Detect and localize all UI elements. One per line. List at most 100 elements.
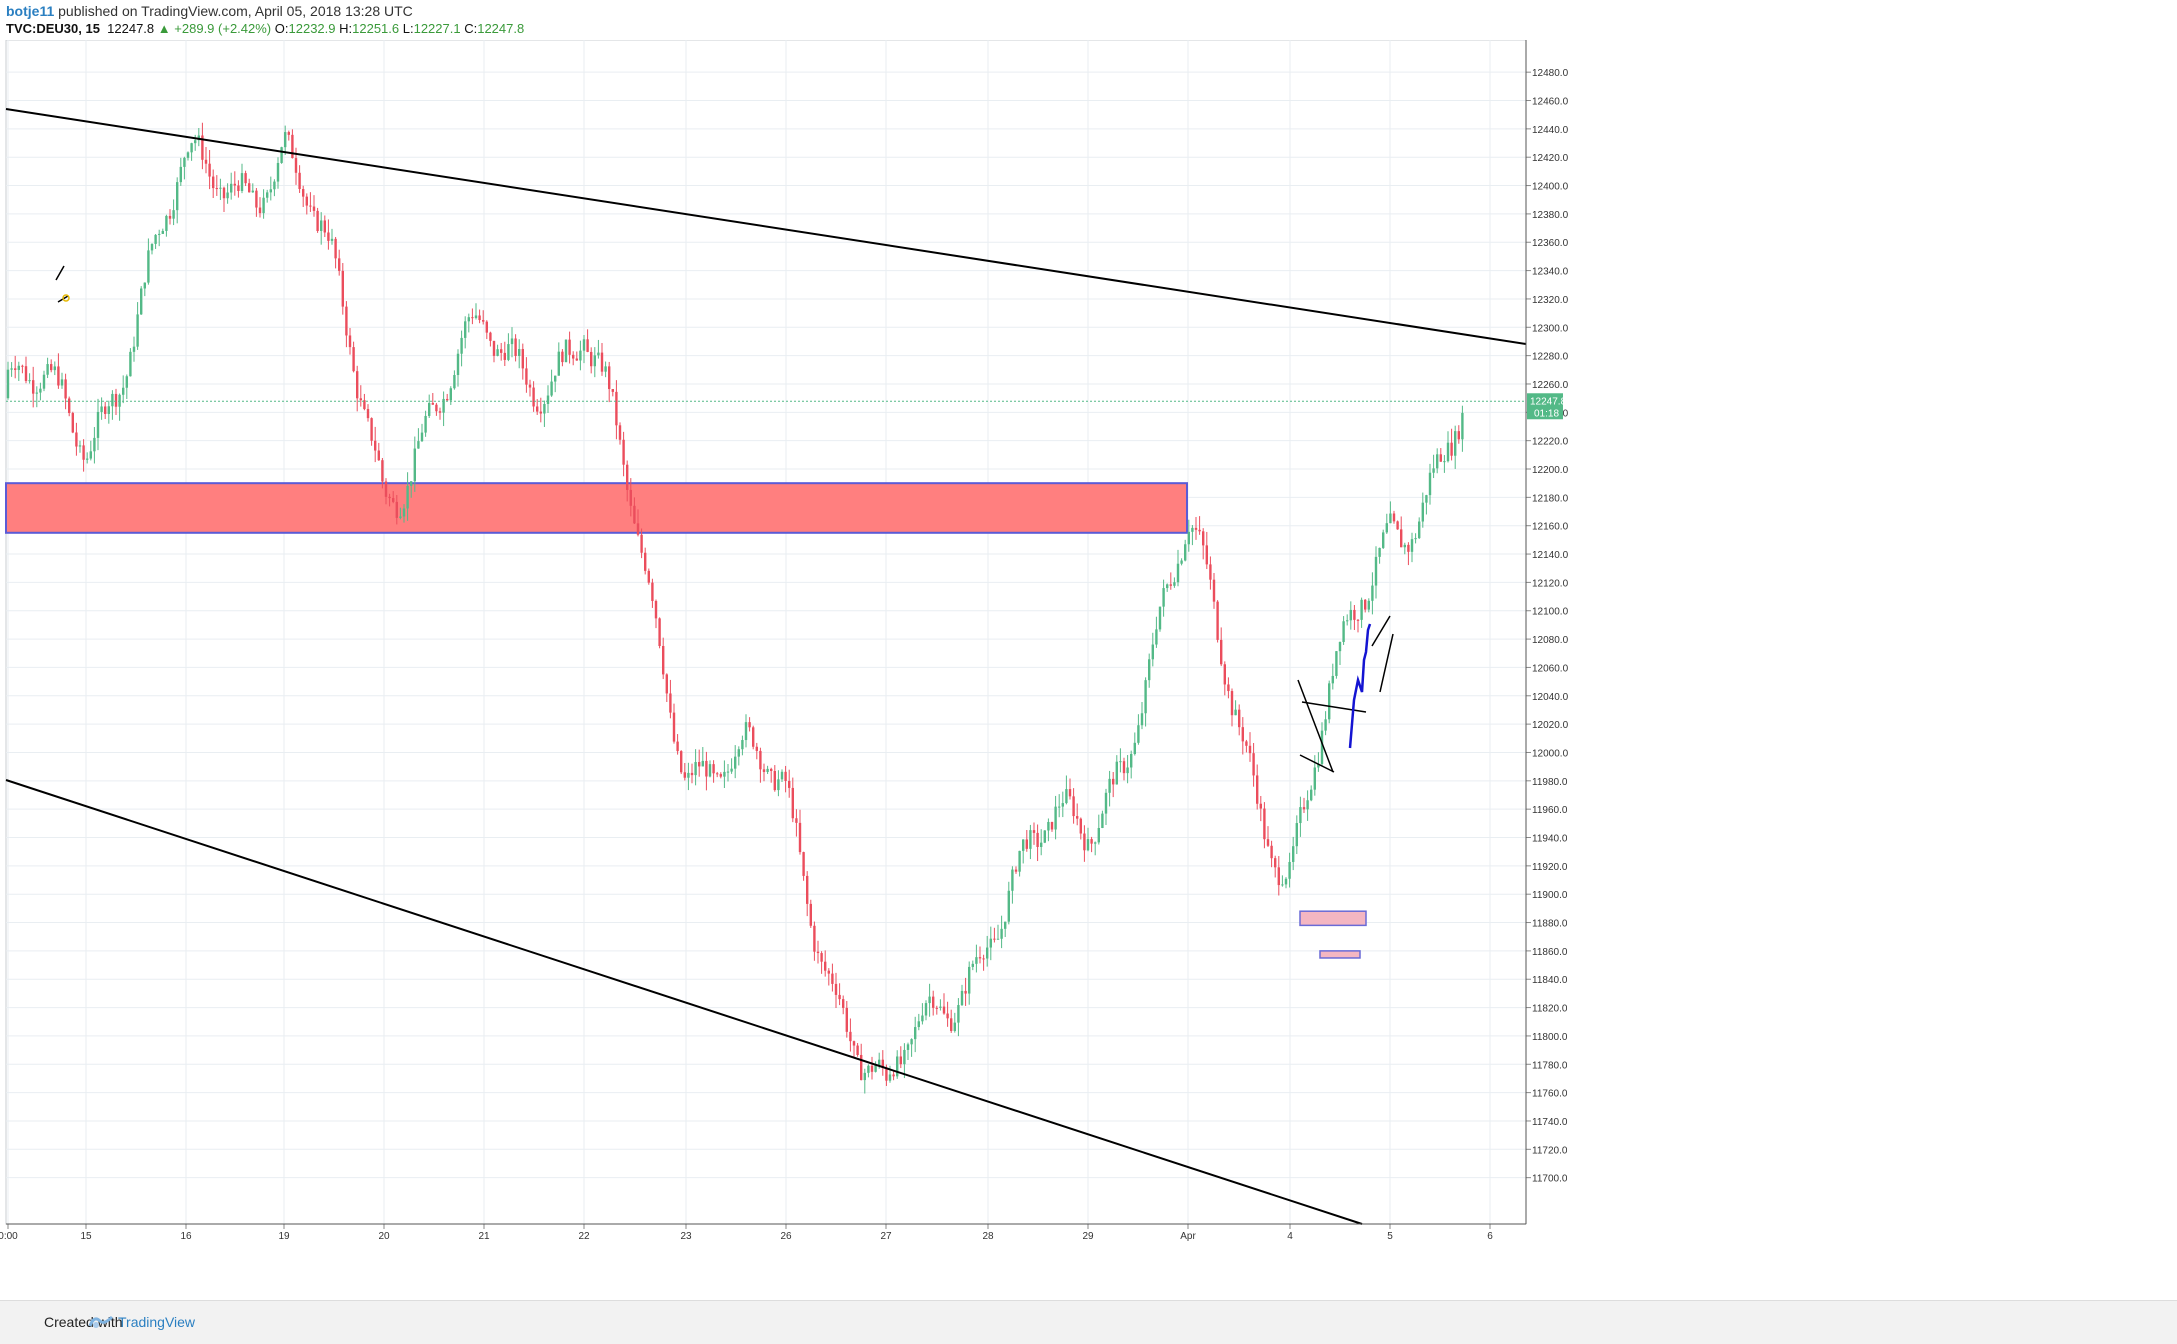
candle-body: [1050, 821, 1054, 830]
candle-body: [262, 197, 265, 214]
candle-body: [50, 364, 53, 371]
candle-body: [539, 411, 542, 414]
candle: [255, 188, 258, 217]
candle-body: [1097, 827, 1100, 843]
candle-body: [446, 398, 449, 401]
candle-body: [57, 366, 60, 386]
candle: [788, 769, 791, 798]
candle-body: [1043, 830, 1046, 843]
candle-body: [759, 750, 762, 770]
candle: [456, 349, 460, 387]
candle-body: [1403, 544, 1406, 548]
candle: [28, 373, 31, 384]
y-tick-label: 11940.0: [1532, 834, 1568, 845]
candle: [928, 983, 931, 1017]
y-tick-label: 12080.0: [1532, 635, 1569, 646]
candle-body: [1241, 727, 1244, 742]
candle-body: [600, 352, 604, 372]
resistance-zone: [5, 482, 1188, 534]
candle-body: [1259, 803, 1262, 809]
candle-body: [500, 349, 503, 353]
candle: [899, 1046, 902, 1069]
candle-body: [608, 366, 611, 390]
candle: [636, 509, 640, 537]
candle-body: [381, 460, 384, 482]
candle-body: [1306, 800, 1309, 810]
candle-body: [233, 183, 236, 186]
candle: [950, 1009, 953, 1033]
y-tick-label: 11760.0: [1532, 1089, 1568, 1100]
tradingview-logo-icon[interactable]: [88, 1313, 114, 1331]
author-link[interactable]: botje11: [6, 3, 55, 19]
candle: [1392, 510, 1396, 524]
candle: [251, 183, 254, 193]
candle: [309, 192, 312, 212]
candle-body: [118, 394, 121, 407]
candle: [39, 382, 42, 401]
candle: [1295, 815, 1298, 855]
candle-body: [1310, 789, 1313, 801]
candle: [946, 1001, 949, 1027]
candle-body: [856, 1045, 859, 1055]
candle-body: [575, 358, 578, 361]
candle-body: [42, 374, 46, 389]
candle-body: [53, 366, 56, 371]
candle-body: [154, 234, 157, 244]
candle-body: [1281, 884, 1284, 886]
candle-body: [86, 458, 89, 460]
candle-body: [114, 393, 118, 407]
candle-body: [345, 306, 348, 336]
candle: [1050, 821, 1054, 832]
candle-body: [1270, 845, 1273, 859]
candle: [1140, 701, 1144, 730]
candle: [917, 1013, 920, 1031]
x-tick-label: 16: [180, 1231, 192, 1242]
candle: [1346, 614, 1349, 626]
price-chart[interactable]: 11700.0 11720.0 11740.0 11760.0 11780.0 11800…: [0, 39, 2177, 1300]
time-axis[interactable]: 0:00 15 16 19 20 21 22 23 26 27 28 29 Apr 4 5 6: [0, 1223, 1526, 1242]
candle: [690, 763, 694, 784]
candle-body: [1238, 709, 1241, 728]
candle: [723, 760, 726, 789]
candle-body: [1418, 521, 1421, 539]
candle-body: [777, 779, 780, 791]
candle-body: [561, 351, 564, 363]
candle: [698, 749, 701, 777]
candle-body: [874, 1065, 877, 1072]
candle: [996, 924, 1000, 940]
y-tick-label: 12000.0: [1532, 748, 1569, 759]
candle: [568, 331, 571, 364]
candle: [237, 180, 240, 198]
candle: [1000, 915, 1003, 949]
candle-body: [1454, 431, 1457, 456]
candle-body: [802, 852, 805, 876]
candle: [104, 401, 107, 420]
candle-body: [1292, 846, 1295, 862]
candle-body: [572, 354, 575, 359]
candle-body: [1252, 753, 1255, 776]
candle-body: [208, 163, 211, 177]
candle-body: [633, 505, 636, 524]
candle: [406, 472, 409, 521]
tradingview-link[interactable]: TradingView: [118, 1314, 196, 1330]
candle: [1374, 546, 1378, 599]
grid-lines: [5, 39, 1527, 1225]
candle-body: [1320, 730, 1324, 764]
x-tick-label: 26: [780, 1231, 792, 1242]
candle: [21, 364, 24, 374]
candle-body: [298, 172, 301, 190]
candle: [449, 386, 452, 405]
y-tick-label: 11880.0: [1532, 919, 1568, 930]
candle: [1403, 542, 1406, 555]
candle-body: [924, 1003, 928, 1016]
chart-area[interactable]: 11700.0 11720.0 11740.0 11760.0 11780.0 11800…: [0, 39, 2177, 1300]
candle: [734, 745, 737, 779]
candle: [50, 359, 53, 373]
candle-body: [1115, 761, 1118, 785]
candle-body: [1371, 585, 1374, 601]
candle-body: [273, 181, 276, 190]
candle-body: [204, 159, 208, 164]
candle: [57, 353, 60, 389]
candle: [431, 393, 434, 405]
price-axis[interactable]: 11700.0 11720.0 11740.0 11760.0 11780.0 11800…: [1525, 40, 1569, 1224]
